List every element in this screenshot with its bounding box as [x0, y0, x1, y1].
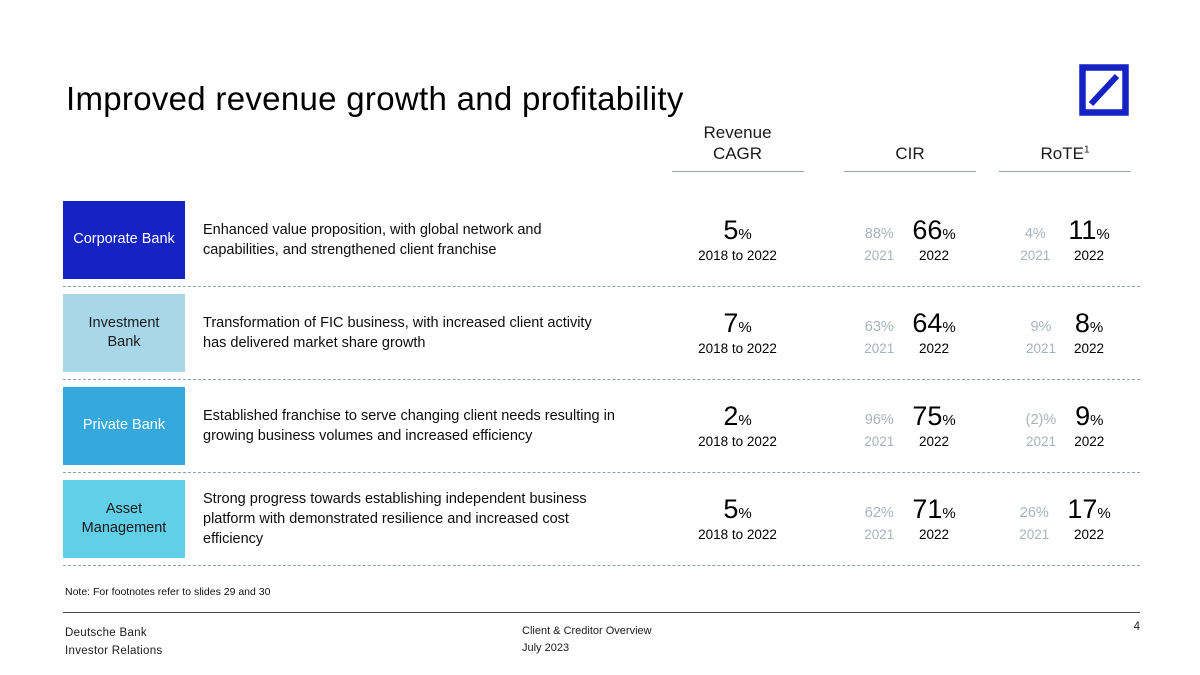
cir-values: 88% 2021 66% 2022: [864, 215, 956, 263]
column-header-rote: RoTE1: [990, 143, 1140, 172]
cir-values: 63% 2021 64% 2022: [864, 308, 956, 356]
table-row: Asset Management Strong progress towards…: [63, 473, 1140, 566]
revenue-cagr-value: 5% 2018 to 2022: [698, 494, 777, 542]
footnote: Note: For footnotes refer to slides 29 a…: [65, 586, 271, 598]
table-row: Private Bank Established franchise to se…: [63, 380, 1140, 473]
cir-values: 62% 2021 71% 2022: [864, 494, 956, 542]
table-header-row: Revenue CAGR CIR RoTE1: [63, 122, 1140, 172]
rote-values: 26% 2021 17% 2022: [1019, 494, 1111, 542]
revenue-cagr-value: 7% 2018 to 2022: [698, 308, 777, 356]
table-row: Corporate Bank Enhanced value propositio…: [63, 194, 1140, 287]
column-header-cir: CIR: [830, 143, 990, 172]
segment-box-corporate-bank: Corporate Bank: [63, 200, 185, 279]
footer-deck-title: Client & Creditor Overview July 2023: [522, 625, 652, 654]
segment-description: Transformation of FIC business, with inc…: [203, 314, 592, 351]
segment-box-private-bank: Private Bank: [63, 386, 185, 465]
footer-divider: [63, 612, 1140, 613]
page-number: 4: [1133, 621, 1140, 633]
rote-values: (2)% 2021 9% 2022: [1025, 401, 1105, 449]
table-row: Investment Bank Transformation of FIC bu…: [63, 287, 1140, 380]
page-title: Improved revenue growth and profitabilit…: [66, 80, 684, 117]
revenue-cagr-value: 2% 2018 to 2022: [698, 401, 777, 449]
rote-values: 4% 2021 11% 2022: [1020, 215, 1110, 263]
deutsche-bank-logo-icon: [1079, 64, 1129, 116]
revenue-cagr-value: 5% 2018 to 2022: [698, 215, 777, 263]
segment-description: Established franchise to serve changing …: [203, 407, 615, 444]
segment-box-investment-bank: Investment Bank: [63, 293, 185, 372]
cir-values: 96% 2021 75% 2022: [864, 401, 956, 449]
metrics-table: Revenue CAGR CIR RoTE1 Corporate Bank En…: [63, 122, 1140, 566]
column-header-revenue-cagr: Revenue CAGR: [645, 122, 830, 172]
segment-description: Enhanced value proposition, with global …: [203, 221, 542, 258]
rote-values: 9% 2021 8% 2022: [1025, 308, 1105, 356]
segment-box-asset-management: Asset Management: [63, 479, 185, 558]
segment-description: Strong progress towards establishing ind…: [203, 490, 587, 547]
footer-company: Deutsche Bank Investor Relations: [65, 627, 163, 657]
